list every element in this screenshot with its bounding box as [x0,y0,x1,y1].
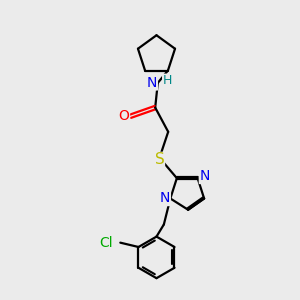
Text: S: S [155,152,164,167]
Text: N: N [200,169,210,183]
Text: O: O [118,109,130,123]
Text: Cl: Cl [99,236,112,250]
Text: N: N [160,191,170,206]
Text: N: N [147,76,158,90]
Text: H: H [163,74,172,87]
